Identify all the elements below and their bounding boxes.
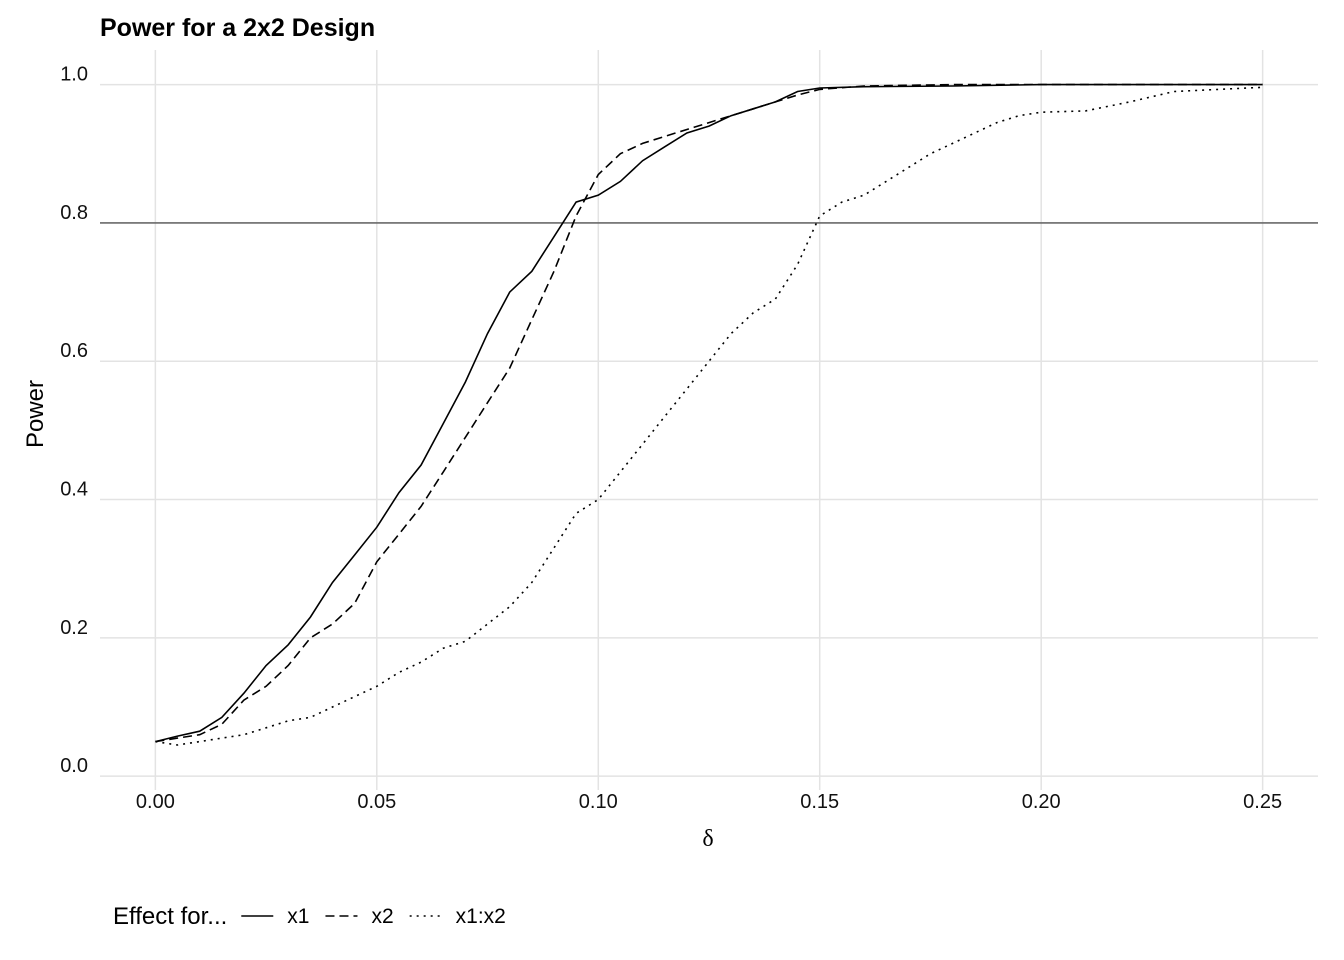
x-tick-label: 0.00: [136, 791, 175, 813]
chart-title: Power for a 2x2 Design: [100, 14, 375, 42]
y-tick-label: 0.4: [60, 479, 88, 501]
y-tick-label: 1.0: [60, 64, 88, 86]
series-line-x1: [155, 83, 1263, 743]
x-tick-label: 0.05: [357, 791, 396, 813]
x-tick-label: 0.20: [1022, 791, 1061, 813]
y-tick-label: 0.0: [60, 755, 88, 777]
legend-label-x2: x2: [371, 905, 393, 928]
legend: Effect for... x1 x2 x1:x2: [113, 903, 506, 930]
x-tick-label: 0.15: [800, 791, 839, 813]
tick-labels: 0.00 0.05 0.10 0.15 0.20 0.25 0.0 0.2 0.4 0.6 0.8 1…: [60, 64, 1282, 813]
y-axis-label: Power: [22, 380, 49, 448]
x-axis-label: δ: [702, 826, 713, 852]
grid: [100, 50, 1318, 790]
x-tick-label: 0.10: [579, 791, 618, 813]
x-tick-label: 0.25: [1243, 791, 1282, 813]
series-layer: [155, 83, 1263, 746]
y-tick-label: 0.8: [60, 202, 88, 224]
y-tick-label: 0.2: [60, 617, 88, 639]
legend-label-x1: x1: [287, 905, 309, 928]
series-line-x1-x2: [155, 86, 1263, 746]
series-line-x2: [155, 83, 1263, 743]
y-tick-label: 0.6: [60, 340, 88, 362]
legend-title: Effect for...: [113, 903, 227, 930]
legend-label-x1-x2: x1:x2: [456, 905, 506, 928]
